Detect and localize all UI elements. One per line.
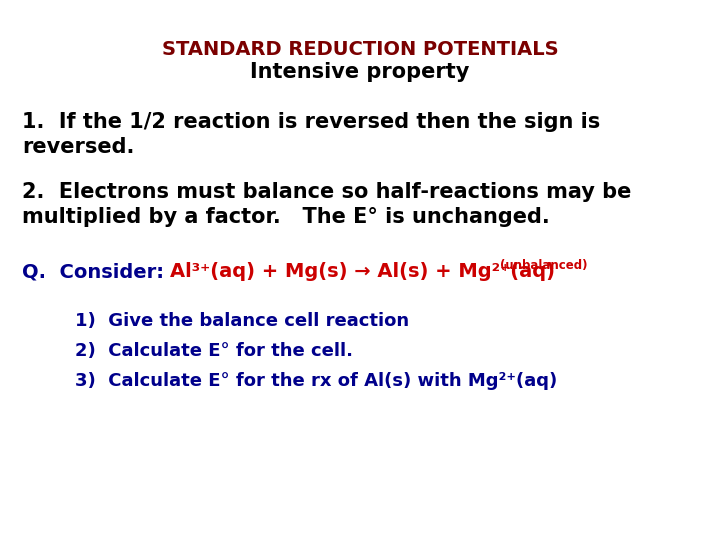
Text: 1)  Give the balance cell reaction: 1) Give the balance cell reaction: [75, 312, 409, 330]
Text: Q.  Consider:: Q. Consider:: [22, 262, 178, 281]
Text: 2)  Calculate E° for the cell.: 2) Calculate E° for the cell.: [75, 342, 353, 360]
Text: Intensive property: Intensive property: [251, 62, 469, 82]
Text: 2.  Electrons must balance so half-reactions may be: 2. Electrons must balance so half-reacti…: [22, 182, 631, 202]
Text: Al³⁺(aq) + Mg(s) → Al(s) + Mg²⁺(aq): Al³⁺(aq) + Mg(s) → Al(s) + Mg²⁺(aq): [170, 262, 555, 281]
Text: 3)  Calculate E° for the rx of Al(s) with Mg²⁺(aq): 3) Calculate E° for the rx of Al(s) with…: [75, 372, 557, 390]
Text: 1.  If the 1/2 reaction is reversed then the sign is: 1. If the 1/2 reaction is reversed then …: [22, 112, 600, 132]
Text: multiplied by a factor.   The E° is unchanged.: multiplied by a factor. The E° is unchan…: [22, 207, 550, 227]
Text: reversed.: reversed.: [22, 137, 135, 157]
Text: STANDARD REDUCTION POTENTIALS: STANDARD REDUCTION POTENTIALS: [162, 40, 558, 59]
Text: (unbalanced): (unbalanced): [500, 259, 588, 272]
